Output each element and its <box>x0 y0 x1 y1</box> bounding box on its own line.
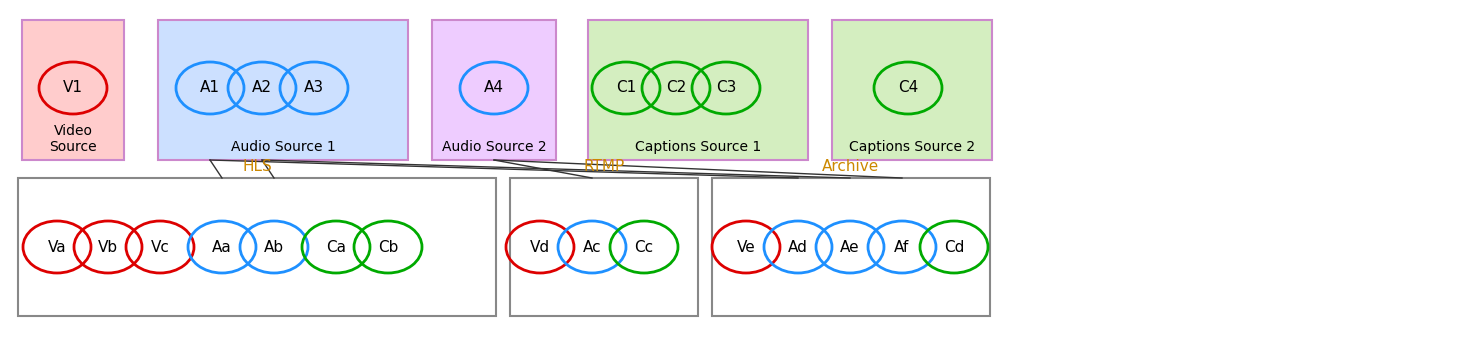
Text: Va: Va <box>47 239 67 255</box>
FancyBboxPatch shape <box>712 178 989 316</box>
Text: Aa: Aa <box>212 239 233 255</box>
FancyBboxPatch shape <box>832 20 992 160</box>
Text: V1: V1 <box>64 81 83 95</box>
Text: Vb: Vb <box>98 239 118 255</box>
FancyBboxPatch shape <box>158 20 407 160</box>
Text: Captions Source 2: Captions Source 2 <box>849 140 974 154</box>
Text: C3: C3 <box>715 81 736 95</box>
FancyBboxPatch shape <box>18 178 496 316</box>
Text: C4: C4 <box>897 81 918 95</box>
Text: Audio Source 1: Audio Source 1 <box>231 140 335 154</box>
Text: Cc: Cc <box>634 239 653 255</box>
Text: Af: Af <box>895 239 909 255</box>
Text: Ae: Ae <box>840 239 860 255</box>
FancyBboxPatch shape <box>509 178 698 316</box>
Text: A2: A2 <box>252 81 273 95</box>
FancyBboxPatch shape <box>432 20 555 160</box>
Text: Vc: Vc <box>151 239 169 255</box>
Text: Archive: Archive <box>822 159 880 174</box>
Text: RTMP: RTMP <box>584 159 625 174</box>
Text: Vd: Vd <box>530 239 549 255</box>
Text: A1: A1 <box>200 81 221 95</box>
FancyBboxPatch shape <box>22 20 124 160</box>
Text: Ve: Ve <box>736 239 755 255</box>
Text: Ad: Ad <box>788 239 809 255</box>
Text: Cb: Cb <box>378 239 398 255</box>
Text: A3: A3 <box>304 81 324 95</box>
Text: Ca: Ca <box>326 239 347 255</box>
Text: Audio Source 2: Audio Source 2 <box>441 140 546 154</box>
Text: C1: C1 <box>616 81 637 95</box>
Text: Ab: Ab <box>264 239 284 255</box>
FancyBboxPatch shape <box>588 20 809 160</box>
Text: Captions Source 1: Captions Source 1 <box>635 140 761 154</box>
Text: C2: C2 <box>666 81 686 95</box>
Text: Video
Source: Video Source <box>49 124 96 154</box>
Text: Ac: Ac <box>582 239 601 255</box>
Text: A4: A4 <box>484 81 504 95</box>
Text: HLS: HLS <box>241 159 273 174</box>
Text: Cd: Cd <box>943 239 964 255</box>
